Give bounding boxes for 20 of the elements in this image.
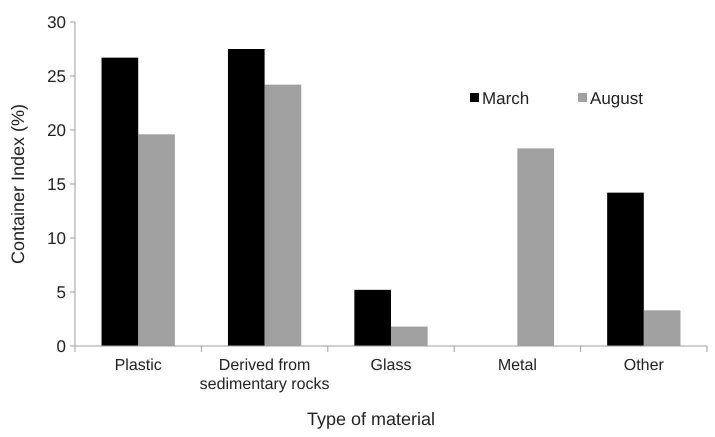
legend-label: August bbox=[590, 88, 644, 108]
bar bbox=[607, 192, 644, 346]
y-tick-label: 10 bbox=[47, 228, 66, 248]
x-tick-label: Other bbox=[624, 357, 664, 374]
y-tick-label: 25 bbox=[47, 66, 66, 86]
y-axis-title: Container Index (%) bbox=[8, 104, 28, 264]
y-tick-label: 15 bbox=[47, 174, 66, 194]
x-tick-label: Glass bbox=[370, 357, 412, 374]
y-tick-label: 20 bbox=[47, 120, 66, 140]
bar bbox=[102, 58, 138, 346]
x-tick-label: Metal bbox=[498, 357, 537, 374]
y-tick-label: 5 bbox=[56, 282, 66, 302]
legend-label: March bbox=[482, 88, 530, 108]
y-tick-label: 0 bbox=[56, 336, 66, 356]
bar bbox=[228, 49, 265, 346]
y-tick-label: 30 bbox=[47, 12, 66, 32]
x-tick-label: Derived from sedimentary rocks bbox=[200, 357, 330, 393]
x-tick-label: Plastic bbox=[114, 357, 162, 374]
bar bbox=[354, 290, 391, 346]
x-axis-title: Type of material bbox=[306, 409, 436, 429]
